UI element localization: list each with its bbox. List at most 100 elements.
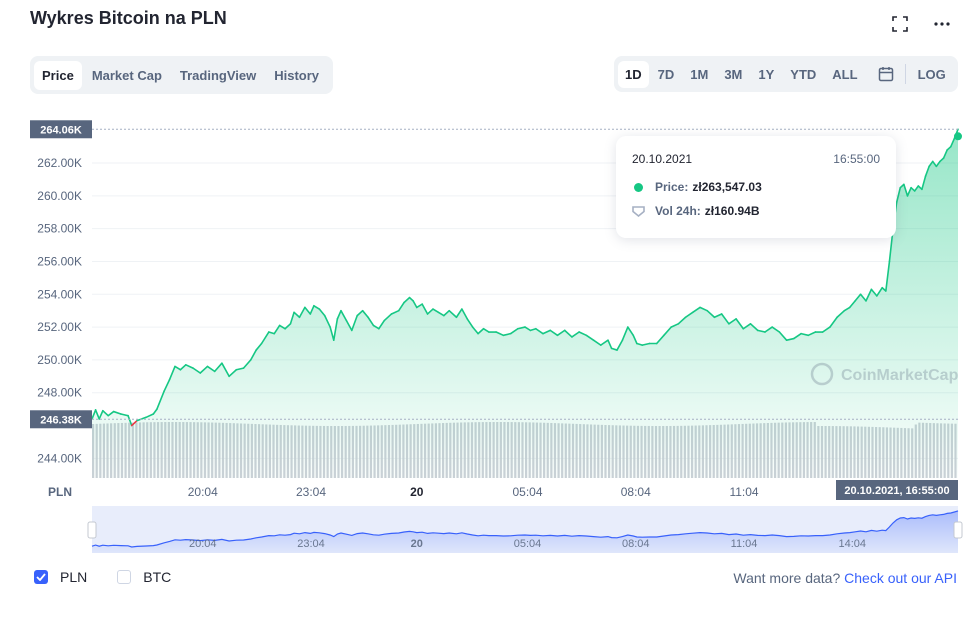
tab-market-cap[interactable]: Market Cap (91, 67, 162, 83)
price-line-segment (432, 308, 440, 314)
tab-tradingview[interactable]: TradingView (179, 67, 257, 83)
range-3m[interactable]: 3M (724, 66, 743, 82)
price-line-segment (340, 309, 348, 322)
tooltip-date: 20.10.2021 (632, 152, 693, 166)
divider (904, 64, 906, 84)
calendar-icon[interactable] (873, 61, 899, 87)
navigator-handle-left[interactable] (87, 521, 97, 539)
price-line-segment (509, 327, 519, 335)
api-link[interactable]: Check out our API (844, 570, 957, 586)
price-line-segment (921, 175, 927, 191)
navigator-tick-label: 11:04 (731, 538, 758, 550)
price-line-segment (836, 309, 846, 319)
y-tick-label: 258.00K (37, 222, 82, 236)
price-line-segment (168, 365, 176, 381)
price-line-segment (345, 319, 353, 332)
price-line-segment (412, 300, 418, 309)
api-promo: Want more data? Check out our API (733, 570, 957, 586)
price-line-segment (785, 337, 795, 342)
watermark-text: CoinMarketCap (841, 367, 959, 384)
legend-label-btc: BTC (143, 569, 172, 585)
price-line-segment (495, 331, 505, 337)
price-line-segment (471, 326, 479, 335)
price-tooltip: 20.10.2021 16:55:00 Price: zł263,547.03 … (616, 136, 896, 238)
price-line-segment (112, 410, 122, 415)
price-line-segment (563, 329, 573, 338)
navigator-tick-label: 14:04 (839, 538, 867, 550)
y-tick-label: 250.00K (37, 353, 82, 367)
price-line-segment (865, 288, 873, 302)
price-line-segment (556, 329, 566, 337)
price-line-segment (98, 409, 104, 420)
tab-history[interactable]: History (274, 67, 320, 83)
price-line-segment (249, 349, 257, 361)
range-ytd[interactable]: YTD (790, 66, 817, 82)
range-1y[interactable]: 1Y (758, 66, 775, 82)
range-1m[interactable]: 1M (690, 66, 709, 82)
price-line-segment (185, 364, 194, 369)
tab-price[interactable]: Price (34, 60, 82, 90)
price-line-segment (778, 331, 788, 342)
price-line-segment (931, 160, 938, 168)
price-line-segment (268, 331, 276, 335)
price-line-segment (771, 326, 781, 333)
price-line-segment (323, 314, 331, 328)
price-line-segment (120, 413, 129, 417)
range-7d[interactable]: 7D (657, 66, 675, 82)
range-1d[interactable]: 1D (618, 60, 649, 88)
price-line-segment (599, 339, 609, 346)
price-line-segment (228, 368, 238, 378)
price-line-segment (632, 334, 638, 345)
price-line-segment (235, 367, 245, 371)
price-line-segment (607, 339, 613, 350)
price-line-segment (206, 365, 216, 373)
last-price-dot (954, 132, 962, 141)
price-line-segment (876, 286, 884, 297)
price-line-segment (946, 145, 952, 151)
price-line-segment (336, 309, 342, 320)
tooltip-vol-label: Vol 24h: (655, 204, 701, 218)
price-line-segment (221, 362, 230, 378)
log-scale-toggle[interactable]: LOG (917, 66, 946, 82)
fullscreen-icon[interactable] (890, 14, 910, 34)
tooltip-price-label: Price: (655, 180, 689, 194)
range-all[interactable]: ALL (832, 66, 858, 82)
price-line-segment (821, 326, 831, 333)
coinmarketcap-watermark: CoinMarketCap (810, 362, 959, 386)
chart-type-tabs: Price Market Cap TradingView History (30, 56, 334, 94)
price-line-segment (529, 327, 537, 332)
price-line-segment (350, 314, 359, 332)
price-line-segment (848, 300, 856, 309)
tooltip-vol-value: zł160.94B (704, 204, 760, 218)
watermark-logo-icon (810, 362, 834, 386)
price-line-segment (928, 160, 934, 168)
more-icon[interactable] (932, 14, 952, 34)
price-line-segment (516, 326, 526, 330)
price-line-segment (713, 313, 723, 319)
price-line-segment (578, 331, 588, 337)
price-line-segment (949, 137, 956, 148)
price-line-segment (807, 331, 817, 337)
y-tick-label: 248.00K (37, 386, 82, 400)
price-line-segment (293, 311, 301, 319)
price-line-segment (800, 332, 810, 337)
price-area (92, 129, 958, 479)
btc-checkbox[interactable] (117, 570, 132, 584)
price-line-segment (627, 326, 635, 337)
price-line-segment (641, 342, 651, 346)
price-line-segment (699, 306, 709, 312)
price-line-segment (309, 304, 315, 315)
y-tick-label: 256.00K (37, 254, 82, 268)
navigator-handle-right[interactable] (953, 521, 963, 539)
navigator-area (92, 510, 958, 553)
price-line-segment (367, 316, 375, 327)
crosshair-label: 20.10.2021, 16:55:00 (844, 485, 949, 497)
currency-axis-label: PLN (48, 485, 72, 499)
price-line-segment (906, 186, 912, 197)
price-line-segment (403, 296, 411, 304)
pln-checkbox[interactable] (34, 570, 48, 584)
price-line-segment (939, 157, 945, 163)
price-line-segment (437, 311, 445, 317)
price-line-segment (408, 296, 414, 302)
